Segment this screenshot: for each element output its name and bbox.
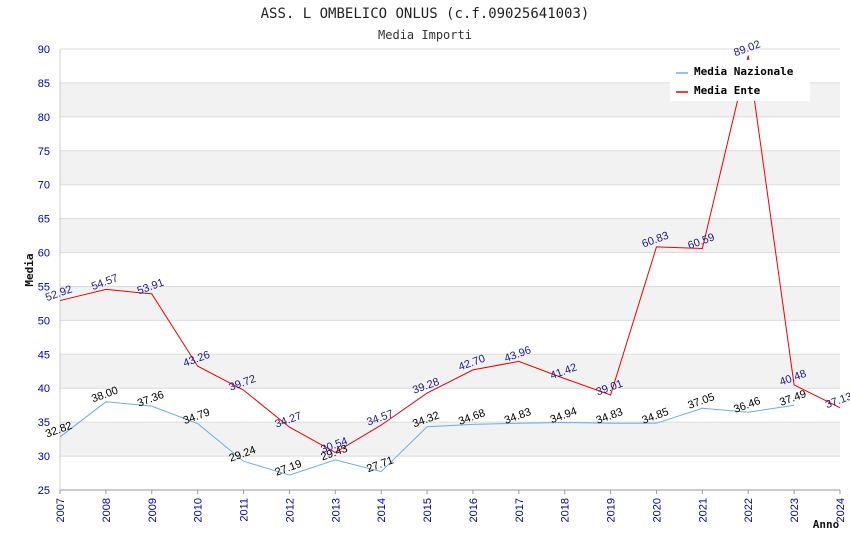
y-tick-label: 70 <box>38 180 50 192</box>
x-tick-label: 2008 <box>101 498 113 522</box>
x-tick-label: 2017 <box>514 498 526 522</box>
x-tick-label: 2016 <box>468 498 480 522</box>
grid-band <box>60 116 840 151</box>
y-tick-label: 80 <box>38 112 50 124</box>
x-tick-label: 2022 <box>743 498 755 522</box>
y-tick-label: 35 <box>38 417 50 429</box>
y-tick-label: 40 <box>38 383 50 395</box>
grid-band <box>60 456 840 490</box>
grid-band <box>60 150 840 185</box>
y-tick-label: 25 <box>38 485 50 497</box>
grid-band <box>60 388 840 423</box>
x-tick-label: 2021 <box>697 498 709 522</box>
grid-band <box>60 354 840 389</box>
series-lines <box>59 55 841 476</box>
x-tick-label: 2013 <box>330 498 342 522</box>
y-tick-label: 45 <box>38 349 50 361</box>
x-tick-label: 2018 <box>560 498 572 522</box>
x-axis-label: Anno <box>813 518 840 531</box>
y-tick-label: 30 <box>38 451 50 463</box>
x-tick-label: 2023 <box>789 498 801 522</box>
legend-label-nazionale: Media Nazionale <box>694 65 794 78</box>
y-tick-label: 50 <box>38 315 50 327</box>
y-tick-label: 60 <box>38 248 50 260</box>
y-tick-label: 55 <box>38 281 50 293</box>
chart-subtitle: Media Importi <box>378 28 472 42</box>
x-tick-label: 2014 <box>376 498 388 522</box>
grid-band <box>60 320 840 355</box>
series-line-ente <box>59 55 841 453</box>
chart-title: ASS. L OMBELICO ONLUS (c.f.09025641003) <box>261 6 590 22</box>
y-tick-labels: 25 30 35 40 45 50 55 60 65 70 75 80 85 90 <box>38 44 50 497</box>
x-tick-label: 2010 <box>193 498 205 522</box>
y-axis-label: Media <box>23 253 36 286</box>
legend-box <box>670 60 810 101</box>
grid-band <box>60 422 840 457</box>
x-tick-label: 2024 <box>835 498 847 522</box>
grid-band <box>60 184 840 219</box>
x-tick-label: 2007 <box>55 498 67 522</box>
grid-band <box>60 286 840 321</box>
y-tick-label: 65 <box>38 214 50 226</box>
legend: Media Nazionale Media Ente <box>670 60 810 101</box>
y-tick-label: 90 <box>38 44 50 56</box>
x-tick-label: 2012 <box>284 498 296 522</box>
x-tick-label: 2015 <box>422 498 434 522</box>
legend-label-ente: Media Ente <box>694 84 761 97</box>
grid-band <box>60 218 840 253</box>
x-tick-labels: 2007 2008 2009 2010 2011 2012 2013 2014 2015 2016… <box>55 490 847 522</box>
x-tick-label: 2020 <box>651 498 663 522</box>
x-tick-label: 2011 <box>239 498 251 522</box>
x-tick-label: 2019 <box>606 498 618 522</box>
x-tick-label: 2009 <box>147 498 159 522</box>
grid-bands <box>60 49 840 490</box>
series-line-nazionale <box>59 401 795 476</box>
y-tick-label: 75 <box>38 146 50 158</box>
grid-band <box>60 252 840 287</box>
y-tick-label: 85 <box>38 78 50 90</box>
